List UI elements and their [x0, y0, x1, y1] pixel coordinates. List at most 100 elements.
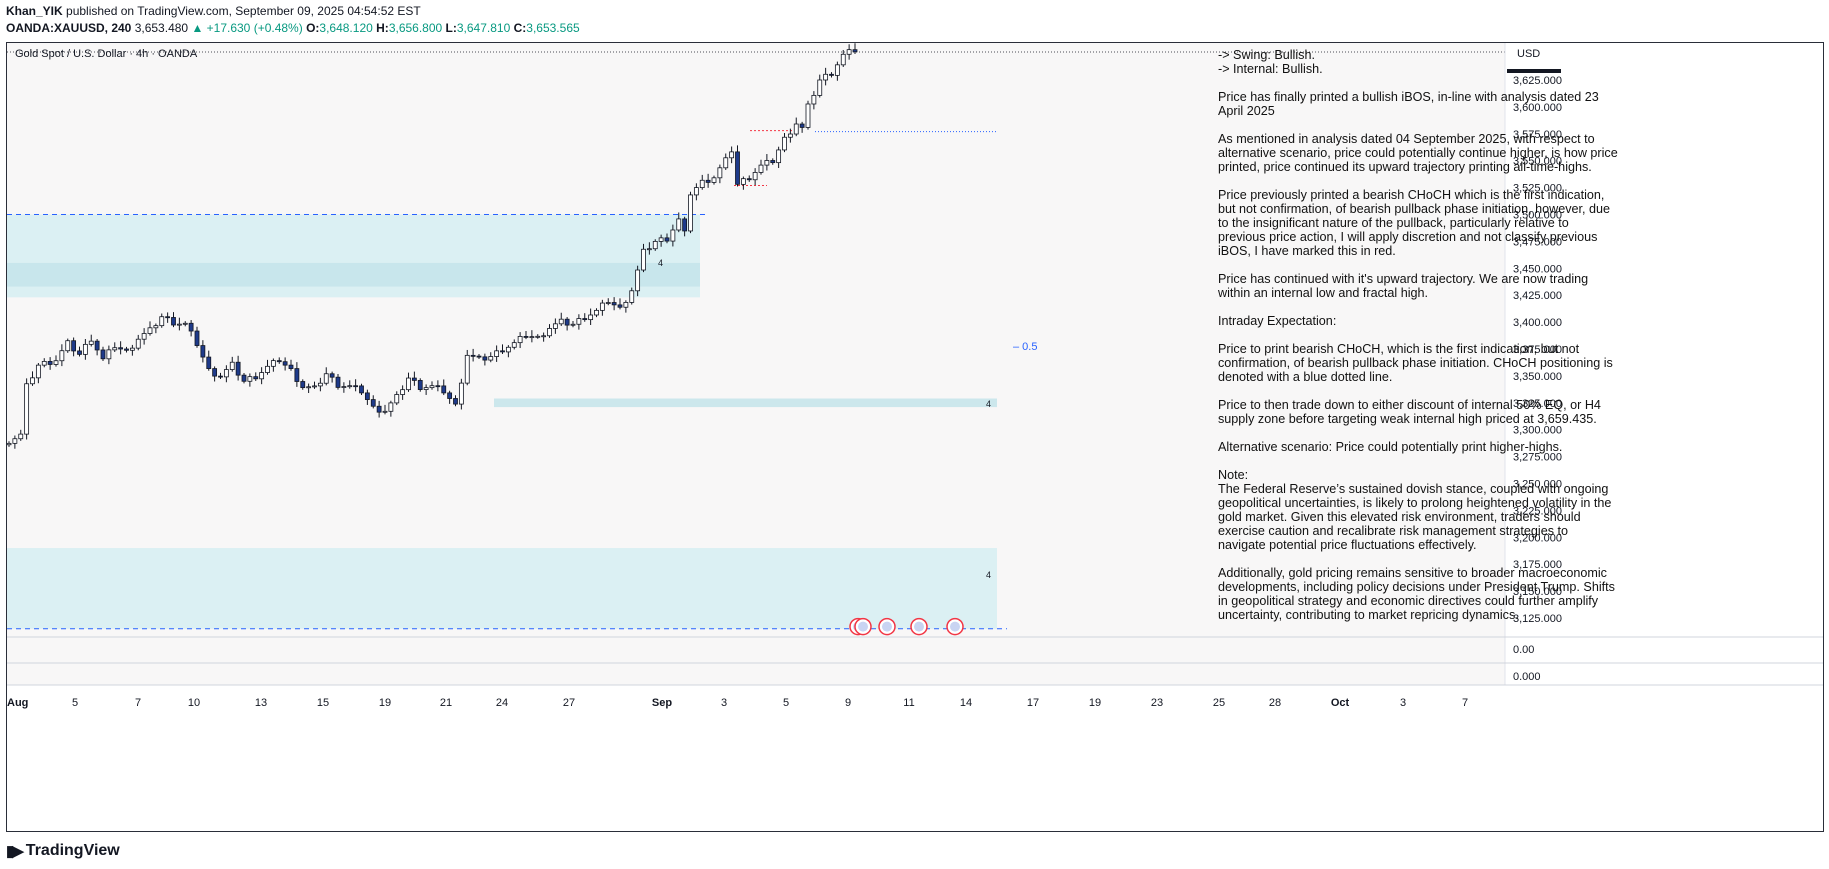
candle-body[interactable]: [576, 318, 582, 325]
candle-body[interactable]: [35, 364, 41, 379]
candle-body[interactable]: [294, 368, 300, 382]
candle-body[interactable]: [547, 328, 552, 337]
candle-body[interactable]: [206, 356, 212, 369]
candle-body[interactable]: [482, 356, 488, 361]
candle-body[interactable]: [441, 385, 447, 394]
candle-body[interactable]: [400, 389, 406, 395]
candle-body[interactable]: [312, 385, 317, 388]
candle-body[interactable]: [541, 335, 547, 338]
candle-body[interactable]: [106, 349, 112, 360]
candle-body[interactable]: [88, 340, 94, 345]
candle-body[interactable]: [652, 240, 658, 250]
candle-body[interactable]: [511, 342, 517, 348]
tradingview-footer[interactable]: ▮▶ TradingView: [6, 842, 120, 860]
candle-body[interactable]: [752, 172, 758, 181]
candle-body[interactable]: [376, 405, 382, 413]
candle-body[interactable]: [353, 385, 359, 388]
candle-body[interactable]: [811, 94, 817, 105]
candle-body[interactable]: [470, 354, 476, 357]
candle-body[interactable]: [723, 157, 729, 169]
candle-body[interactable]: [118, 347, 124, 350]
candle-body[interactable]: [359, 385, 364, 394]
candle-body[interactable]: [394, 394, 400, 404]
candle-body[interactable]: [758, 164, 764, 173]
candle-body[interactable]: [218, 375, 223, 378]
candle-body[interactable]: [265, 365, 270, 373]
candle-body[interactable]: [646, 248, 652, 251]
candle-body[interactable]: [259, 372, 265, 380]
candle-body[interactable]: [300, 381, 306, 389]
candle-body[interactable]: [740, 178, 746, 185]
candle-body[interactable]: [347, 385, 353, 388]
candle-body[interactable]: [829, 73, 834, 76]
candle-body[interactable]: [570, 323, 576, 326]
candle-body[interactable]: [411, 377, 417, 381]
candle-body[interactable]: [846, 49, 852, 55]
candle-body[interactable]: [364, 392, 370, 400]
candle-body[interactable]: [623, 302, 629, 308]
candle-body[interactable]: [529, 336, 535, 339]
candle-body[interactable]: [423, 387, 429, 390]
candle-body[interactable]: [852, 49, 858, 53]
candle-body[interactable]: [406, 377, 411, 391]
candle-body[interactable]: [552, 323, 558, 329]
candle-body[interactable]: [599, 302, 605, 311]
candle-body[interactable]: [746, 178, 752, 181]
candle-body[interactable]: [500, 350, 505, 353]
candle-body[interactable]: [129, 347, 135, 351]
candle-body[interactable]: [317, 382, 323, 387]
candle-body[interactable]: [388, 402, 394, 412]
candle-body[interactable]: [588, 314, 594, 321]
candle-body[interactable]: [558, 318, 564, 325]
candle-body[interactable]: [435, 385, 441, 388]
candle-body[interactable]: [7, 442, 12, 446]
candle-body[interactable]: [523, 336, 529, 338]
candle-body[interactable]: [776, 149, 782, 164]
candle-body[interactable]: [194, 330, 200, 346]
candle-body[interactable]: [505, 346, 511, 353]
candle-body[interactable]: [682, 218, 688, 232]
candle-body[interactable]: [176, 323, 182, 326]
candle-body[interactable]: [335, 376, 341, 388]
candle-body[interactable]: [135, 338, 141, 349]
candle-body[interactable]: [799, 123, 805, 128]
candle-body[interactable]: [664, 237, 670, 242]
candle-body[interactable]: [12, 438, 18, 444]
candle-body[interactable]: [793, 123, 799, 135]
candle-body[interactable]: [235, 361, 241, 376]
candle-body[interactable]: [594, 309, 599, 316]
candle-body[interactable]: [823, 73, 829, 81]
candle-body[interactable]: [288, 364, 294, 369]
candle-body[interactable]: [141, 333, 147, 340]
candle-body[interactable]: [641, 248, 646, 271]
price-pane-background[interactable]: [7, 43, 1505, 637]
candle-body[interactable]: [282, 361, 288, 366]
candle-body[interactable]: [476, 355, 482, 358]
candle-body[interactable]: [717, 167, 723, 179]
candle-body[interactable]: [535, 335, 541, 338]
author-name[interactable]: Khan_YIK: [6, 4, 63, 18]
candle-body[interactable]: [458, 382, 464, 405]
candle-body[interactable]: [429, 385, 435, 389]
candle-body[interactable]: [817, 79, 823, 96]
candle-body[interactable]: [670, 229, 676, 242]
candle-body[interactable]: [370, 399, 376, 407]
candle-body[interactable]: [605, 302, 611, 304]
candle-body[interactable]: [59, 350, 65, 362]
candle-body[interactable]: [382, 410, 388, 413]
candle-body[interactable]: [47, 361, 53, 365]
candle-body[interactable]: [147, 327, 153, 334]
candle-body[interactable]: [629, 290, 635, 303]
candle-body[interactable]: [212, 368, 218, 377]
candle-body[interactable]: [417, 380, 423, 390]
candle-body[interactable]: [229, 361, 235, 370]
candle-body[interactable]: [253, 376, 259, 380]
candle-body[interactable]: [464, 354, 470, 384]
candle-body[interactable]: [112, 347, 118, 351]
candle-body[interactable]: [200, 345, 206, 358]
candle-body[interactable]: [270, 360, 276, 367]
candle-body[interactable]: [447, 392, 453, 399]
candle-body[interactable]: [77, 350, 82, 355]
candle-body[interactable]: [764, 160, 770, 166]
candle-body[interactable]: [53, 360, 59, 365]
